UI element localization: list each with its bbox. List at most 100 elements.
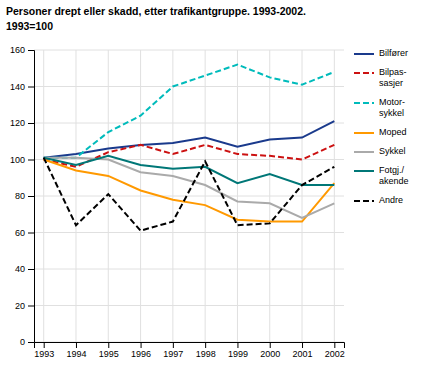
legend-swatch <box>354 132 374 134</box>
y-axis: 0 20 40 60 80 100 120 140 160 <box>10 45 35 347</box>
tick-label: 1996 <box>131 349 151 359</box>
axis-line <box>35 343 345 349</box>
tick-label: 1997 <box>163 349 183 359</box>
legend-swatch <box>354 151 374 153</box>
tick: 40 <box>15 264 34 274</box>
tick-label: 160 <box>10 45 25 55</box>
legend-label: Motor-sykkel <box>379 97 405 118</box>
tick-label: 1998 <box>196 349 216 359</box>
tick: 0 <box>20 337 34 347</box>
tick: 160 <box>10 45 34 55</box>
tick: 2001 <box>293 342 313 359</box>
tick-mark <box>205 342 206 348</box>
x-axis: 1993199419951996199719981999200020012002 <box>34 342 345 359</box>
legend-item: Bilfører <box>354 48 408 58</box>
legend-label: Sykkel <box>379 146 406 156</box>
tick-mark <box>76 342 77 348</box>
tick-mark <box>28 269 34 270</box>
grid-line <box>34 86 344 87</box>
legend-label: Andre <box>379 195 403 205</box>
tick: 60 <box>15 228 34 238</box>
legend-label: Bilpas-sasjer <box>379 67 407 88</box>
tick: 80 <box>15 191 34 201</box>
legend-item: Bilpas-sasjer <box>354 67 407 88</box>
tick-mark <box>28 233 34 234</box>
legend-swatch <box>354 200 374 202</box>
grid-line <box>205 50 206 342</box>
tick-label: 140 <box>10 82 25 92</box>
tick-mark <box>28 50 34 51</box>
grid-line <box>43 50 44 342</box>
grid-line <box>34 123 344 124</box>
tick-label: 1995 <box>99 349 119 359</box>
grid-line <box>75 50 76 342</box>
tick-mark <box>334 342 335 348</box>
title: Personer drept eller skadd, etter trafik… <box>6 5 306 17</box>
legend-swatch <box>354 170 374 172</box>
tick-label: 20 <box>15 301 25 311</box>
legend-item: Andre <box>354 195 403 205</box>
tick: 1997 <box>163 342 183 359</box>
tick: 1998 <box>196 342 216 359</box>
grid-line <box>34 305 344 306</box>
series-line <box>44 121 335 158</box>
tick-mark <box>28 342 34 343</box>
grid-line <box>334 50 335 342</box>
grid-line <box>237 50 238 342</box>
legend-item: Motor-sykkel <box>354 97 405 118</box>
grid-line <box>34 269 344 270</box>
legend-swatch <box>354 72 374 74</box>
tick-mark <box>28 87 34 88</box>
grid-line <box>140 50 141 342</box>
tick-mark <box>141 342 142 348</box>
legend-item: Moped <box>354 127 407 137</box>
tick: 1995 <box>99 342 119 359</box>
tick-mark <box>28 160 34 161</box>
legend-swatch <box>354 53 374 55</box>
plot: 1993199419951996199719981999200020012002… <box>10 45 345 359</box>
tick-label: 40 <box>15 264 25 274</box>
tick: 20 <box>15 301 34 311</box>
legend: Bilfører Bilpas-sasjer Motor-sykkel Moped Sy… <box>354 48 409 205</box>
tick-label: 0 <box>20 337 25 347</box>
grid-line <box>34 50 344 51</box>
grid-line <box>302 50 303 342</box>
tick-label: 2002 <box>325 349 345 359</box>
grid-line <box>172 50 173 342</box>
tick-label: 80 <box>15 191 25 201</box>
tick: 1999 <box>228 342 248 359</box>
tick-mark <box>173 342 174 348</box>
series-line <box>44 158 335 231</box>
legend-item: Fotgj./akende <box>354 165 409 186</box>
axis-line <box>28 51 35 343</box>
tick-mark <box>270 342 271 348</box>
series-line <box>44 156 335 185</box>
tick: 100 <box>10 155 34 165</box>
title-group: Personer drept eller skadd, etter trafik… <box>6 5 306 32</box>
tick-mark <box>28 196 34 197</box>
tick-label: 2001 <box>293 349 313 359</box>
tick-label: 2000 <box>260 349 280 359</box>
legend-label: Moped <box>379 127 407 137</box>
tick-label: 100 <box>10 155 25 165</box>
tick-mark <box>28 123 34 124</box>
tick-mark <box>237 342 238 348</box>
series-line <box>44 65 335 158</box>
chart: Personer drept eller skadd, etter trafik… <box>0 0 428 368</box>
grid <box>34 50 344 342</box>
legend-label: Fotgj./akende <box>379 165 409 186</box>
grid-line <box>34 196 344 197</box>
series-line <box>44 158 335 218</box>
tick-mark <box>44 342 45 348</box>
grid-line <box>269 50 270 342</box>
tick: 1996 <box>131 342 151 359</box>
tick-mark <box>28 306 34 307</box>
tick-label: 120 <box>10 118 25 128</box>
tick-mark <box>302 342 303 348</box>
tick-label: 60 <box>15 228 25 238</box>
subtitle: 1993=100 <box>6 20 53 32</box>
grid-line <box>34 232 344 233</box>
tick-label: 1999 <box>228 349 248 359</box>
tick: 1994 <box>66 342 86 359</box>
tick: 2000 <box>260 342 280 359</box>
